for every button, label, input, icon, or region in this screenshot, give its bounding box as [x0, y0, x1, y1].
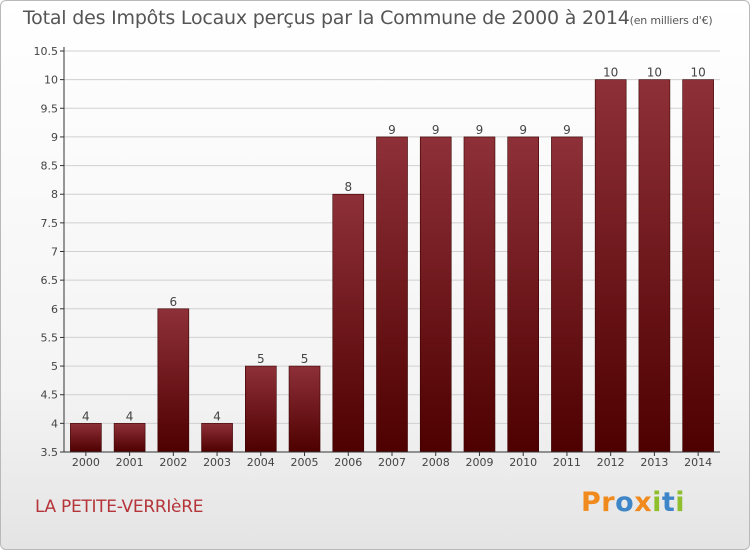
- chart-unit-label: (en milliers d'€): [629, 14, 713, 27]
- bar: [463, 136, 496, 453]
- bar: [70, 423, 102, 453]
- bar: [376, 136, 408, 453]
- bar-value-label: 4: [213, 409, 221, 423]
- x-tick-label: 2003: [203, 456, 231, 469]
- logo-letter: x: [634, 487, 653, 518]
- bar-value-label: 9: [519, 123, 527, 137]
- bar-value-label: 9: [563, 123, 571, 137]
- logo-letter: i: [675, 487, 686, 518]
- bar: [113, 423, 146, 453]
- logo-letter: o: [615, 487, 635, 518]
- y-tick-label: 4: [51, 417, 58, 430]
- y-tick-label: 10: [44, 74, 58, 87]
- bar-value-label: 10: [603, 66, 618, 80]
- bar: [682, 79, 714, 453]
- bar: [419, 136, 452, 453]
- y-tick-label: 5.5: [41, 331, 59, 344]
- bar-value-label: 6: [170, 295, 178, 309]
- x-tick-label: 2004: [247, 456, 275, 469]
- x-tick-label: 2010: [509, 456, 537, 469]
- proxiti-logo: Proxiti: [581, 487, 685, 518]
- y-tick-label: 10.5: [34, 45, 59, 58]
- bar-value-label: 10: [690, 66, 705, 80]
- logo-letter: r: [601, 487, 616, 518]
- bar-value-label: 10: [647, 66, 662, 80]
- y-tick-label: 8.5: [41, 160, 59, 173]
- logo-letter: t: [661, 487, 676, 518]
- bar: [288, 365, 321, 453]
- bar-value-label: 9: [476, 123, 484, 137]
- x-tick-label: 2012: [597, 456, 625, 469]
- commune-name: LA PETITE-VERRIèRE: [35, 497, 204, 517]
- bar: [551, 136, 583, 453]
- logo-letter: P: [581, 487, 602, 518]
- x-tick-label: 2007: [378, 456, 406, 469]
- bar-value-label: 4: [82, 409, 90, 423]
- bar-value-label: 5: [257, 352, 265, 366]
- x-tick-label: 2014: [684, 456, 712, 469]
- x-tick-label: 2000: [72, 456, 100, 469]
- y-tick-label: 7: [51, 246, 58, 259]
- y-tick-label: 9.5: [41, 102, 59, 115]
- chart-title: Total des Impôts Locaux perçus par la Co…: [23, 7, 713, 29]
- logo-letter: i: [652, 487, 662, 518]
- y-tick-label: 3.5: [41, 446, 59, 459]
- x-tick-label: 2006: [334, 456, 362, 469]
- y-tick-label: 6: [51, 303, 58, 316]
- y-tick-label: 8: [51, 188, 58, 201]
- bar: [245, 365, 277, 453]
- x-tick-label: 2005: [291, 456, 319, 469]
- bar: [332, 193, 365, 453]
- chart-title-text: Total des Impôts Locaux perçus par la Co…: [23, 7, 630, 29]
- bar: [638, 79, 671, 453]
- bar: [157, 308, 190, 453]
- y-tick-label: 9: [51, 131, 58, 144]
- bar: [507, 136, 540, 453]
- y-tick-label: 5: [51, 360, 58, 373]
- bar-value-label: 9: [388, 123, 396, 137]
- y-tick-label: 6.5: [41, 274, 59, 287]
- bar-value-label: 9: [432, 123, 440, 137]
- bar-value-label: 5: [301, 352, 309, 366]
- x-tick-label: 2013: [640, 456, 668, 469]
- x-tick-label: 2008: [422, 456, 450, 469]
- y-tick-label: 4.5: [41, 389, 59, 402]
- x-tick-label: 2009: [465, 456, 493, 469]
- bar-value-label: 4: [126, 409, 134, 423]
- x-tick-label: 2011: [553, 456, 581, 469]
- y-tick-label: 7.5: [41, 217, 59, 230]
- bar: [201, 423, 233, 453]
- bar: [594, 79, 627, 453]
- bar-value-label: 8: [344, 180, 352, 194]
- x-tick-label: 2001: [116, 456, 144, 469]
- x-tick-label: 2002: [159, 456, 187, 469]
